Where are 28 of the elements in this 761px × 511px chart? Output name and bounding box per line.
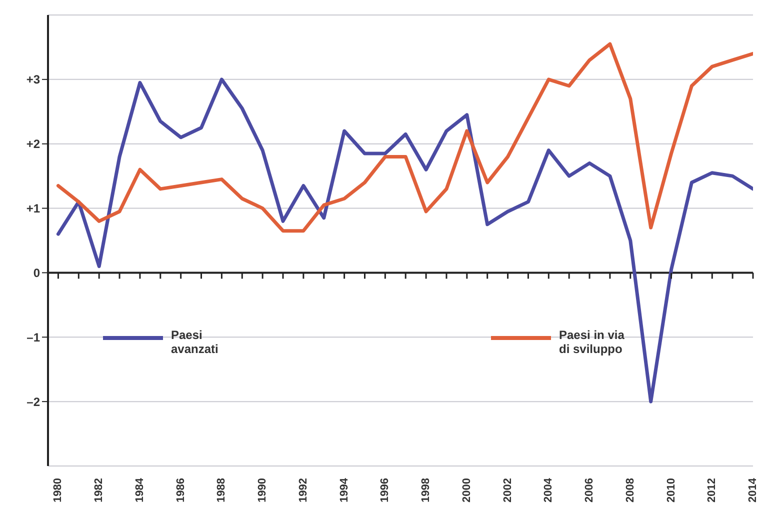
y-tick-label: +3 (26, 72, 40, 87)
x-tick-label: 1994 (338, 477, 350, 502)
x-tick-label: 1982 (93, 478, 106, 502)
y-tick-label: +2 (26, 137, 40, 152)
line-series (56, 78, 753, 404)
x-tick-label: 1986 (174, 478, 187, 502)
y-tick-label: 0 (33, 266, 40, 280)
x-tick-label: 2008 (624, 478, 636, 502)
legend-label: Paesi in via di sviluppo (559, 328, 625, 356)
y-tick-label: –2 (26, 394, 40, 409)
y-tick-label: –1 (26, 330, 40, 344)
x-tick-label: 1992 (297, 478, 310, 502)
legend-label: Paesi avanzati (171, 328, 220, 356)
x-tick-label: 1984 (134, 477, 146, 502)
x-tick-label: 1980 (52, 478, 64, 502)
x-tick-label: 2000 (460, 478, 473, 502)
line-series (56, 42, 753, 233)
x-tick-label: 1998 (420, 478, 432, 502)
y-tick-label: +1 (26, 202, 40, 216)
x-tick-label: 2014 (747, 477, 759, 502)
x-tick-label: 2010 (665, 478, 678, 502)
x-tick-label: 1996 (379, 478, 392, 502)
x-tick-label: 1988 (216, 478, 228, 502)
x-tick-label: 1990 (256, 478, 269, 502)
x-tick-label: 2002 (502, 478, 514, 502)
x-tick-label: 2012 (706, 478, 718, 502)
x-tick-label: 2004 (542, 477, 555, 502)
x-tick-label: 2006 (584, 478, 596, 502)
